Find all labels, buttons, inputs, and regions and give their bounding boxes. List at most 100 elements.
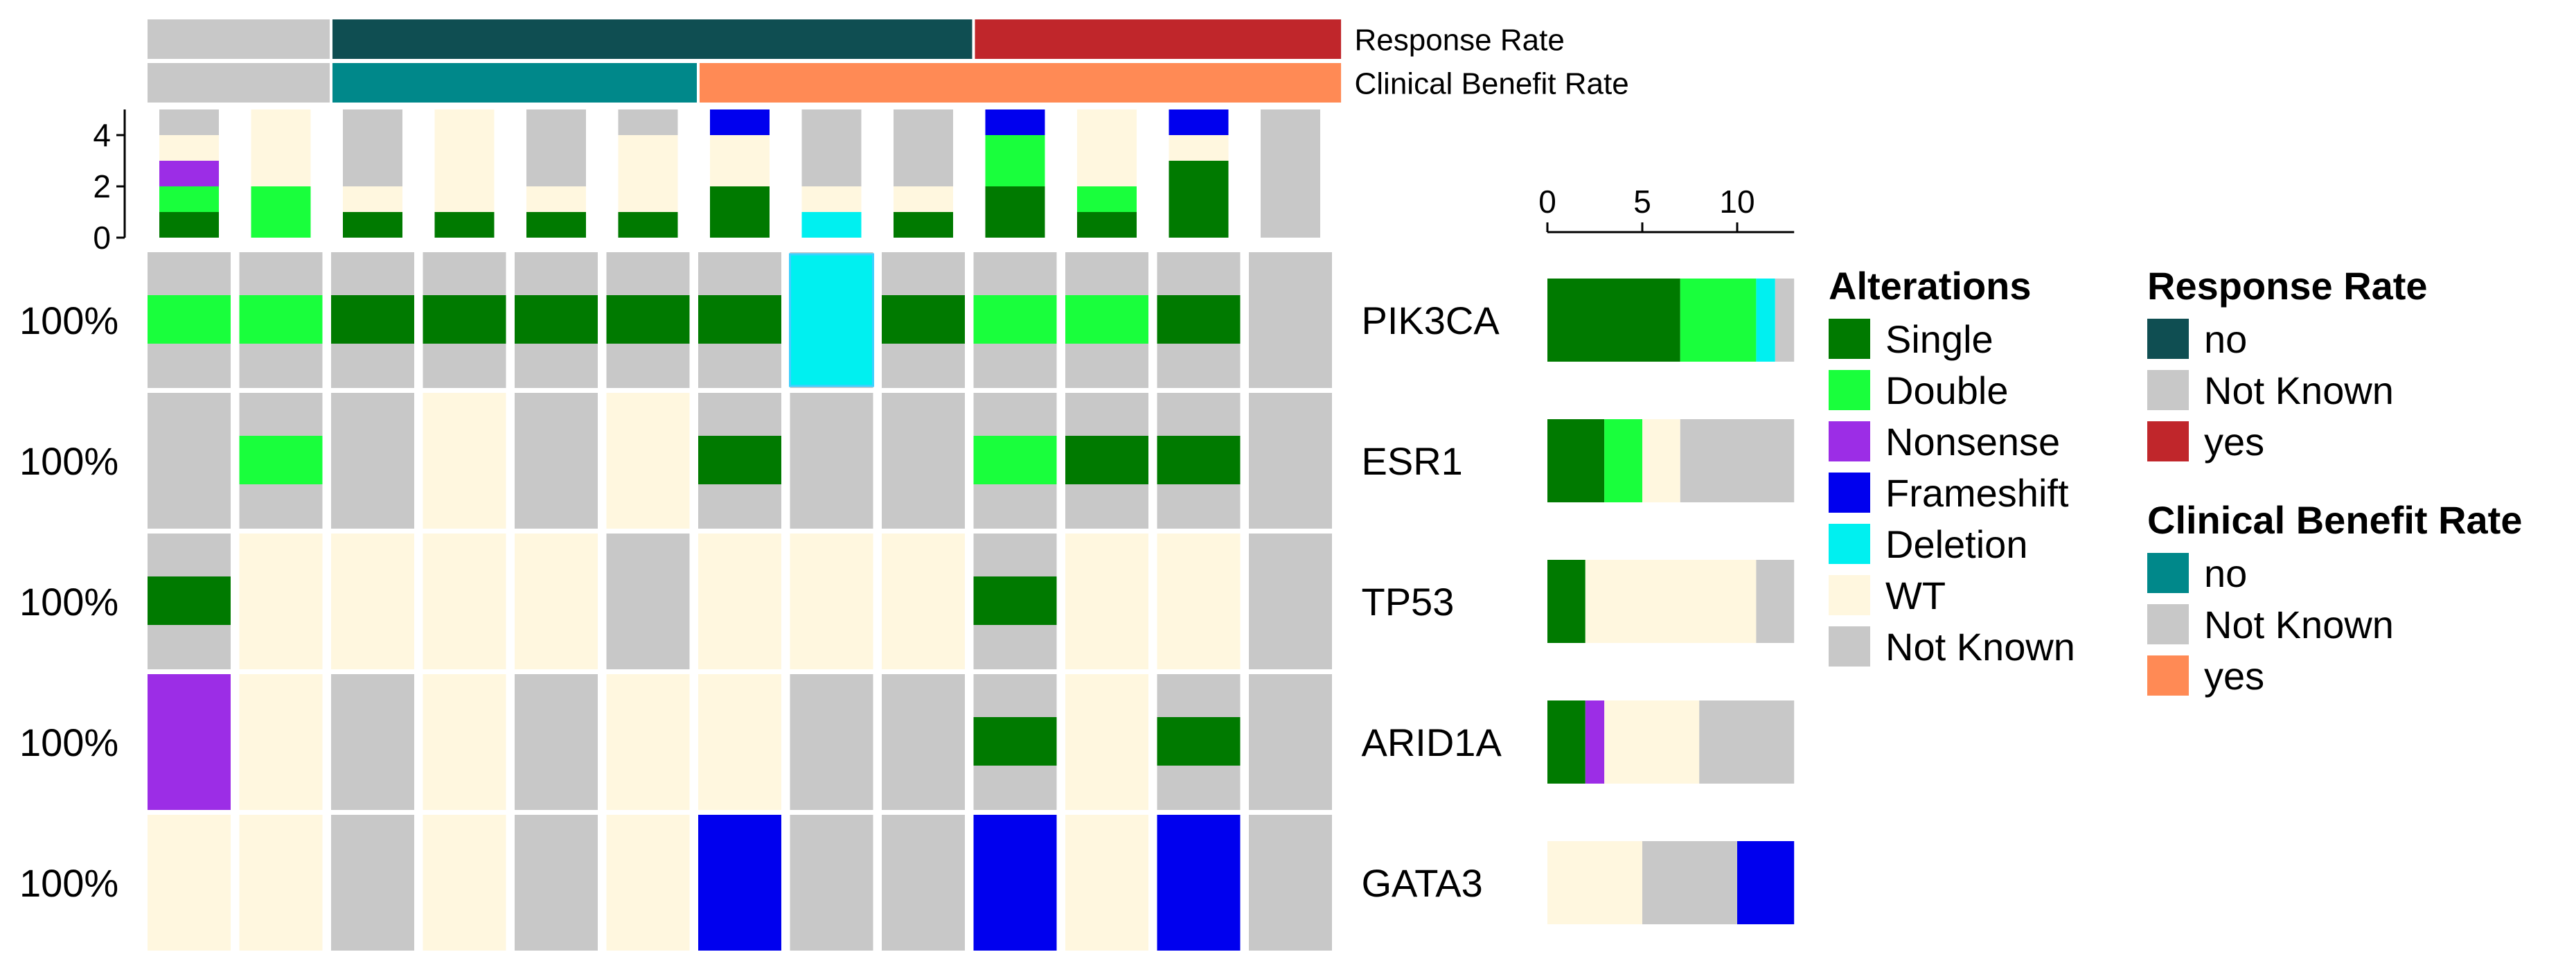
legend-swatch-no <box>2147 319 2189 359</box>
top-bar-tick-label: 2 <box>93 168 111 204</box>
legend-label-not-known: Not Known <box>2204 369 2394 412</box>
matrix-cell-frameshift <box>973 815 1057 951</box>
annotation-cell-response-rate-6 <box>606 19 699 59</box>
annotation-cell-clinical-benefit-rate-6 <box>606 63 699 103</box>
matrix-cell-wt <box>790 534 873 669</box>
annotation-cell-response-rate-9 <box>882 19 975 59</box>
annotation-cell-response-rate-4 <box>423 19 515 59</box>
row-percentage-pik3ca: 100% <box>19 299 118 342</box>
row-percentage-esr1: 100% <box>19 439 118 483</box>
top-bar-segment-double <box>1077 186 1137 212</box>
top-bar-segment-wt <box>343 186 402 212</box>
gene-label-gata3: GATA3 <box>1362 861 1483 905</box>
row-percentage-arid1a: 100% <box>19 721 118 764</box>
legend-swatch-deletion <box>1829 524 1870 564</box>
top-bar-segment-wt <box>159 135 219 161</box>
top-bar-segment-single <box>710 186 770 238</box>
matrix-cell-single <box>423 295 506 344</box>
matrix-cell-background <box>882 674 965 810</box>
top-bar-segment-wt <box>434 109 495 212</box>
matrix-cell-wt <box>239 815 323 951</box>
matrix-cell-wt <box>1157 534 1241 669</box>
matrix-cell-wt <box>606 674 690 810</box>
right-bar-segment-wt <box>1547 841 1642 924</box>
right-bar-segment-deletion <box>1756 279 1775 362</box>
top-bar-segment-single <box>159 212 219 238</box>
annotation-separator <box>330 63 332 103</box>
matrix-cell-background <box>331 815 414 951</box>
matrix-cell-single <box>1157 436 1241 484</box>
alteration-matrix: 100% PIK3CA 100% ESR1 100% TP53 100% ARID1A 100%… <box>19 252 1502 951</box>
matrix-cell-frameshift <box>1157 815 1241 951</box>
matrix-cell-background <box>882 815 965 951</box>
legend-swatch-yes <box>2147 655 2189 696</box>
right-bar-segment-single <box>1547 279 1680 362</box>
top-bar-segment-frameshift <box>985 109 1045 135</box>
matrix-cell-background <box>790 674 873 810</box>
matrix-cell-background <box>790 815 873 951</box>
legend-swatch-not-known <box>2147 604 2189 644</box>
matrix-cell-background <box>515 393 598 529</box>
right-bar-tick-label: 5 <box>1633 184 1651 220</box>
annotation-cell-response-rate-3 <box>331 19 424 59</box>
matrix-cell-background <box>515 674 598 810</box>
gene-label-tp53: TP53 <box>1362 580 1455 624</box>
matrix-cell-double <box>1065 295 1148 344</box>
legend-label-double: Double <box>1885 369 2008 412</box>
matrix-cell-double <box>973 295 1057 344</box>
matrix-cell-wt <box>698 674 781 810</box>
annotation-cell-clinical-benefit-rate-10 <box>973 63 1066 103</box>
matrix-cell-background <box>1249 815 1332 951</box>
legend-swatch-no <box>2147 553 2189 593</box>
annotation-cell-clinical-benefit-rate-13 <box>1249 63 1342 103</box>
legend-label-not-known: Not Known <box>1885 625 2075 669</box>
right-bar-segment-single <box>1547 700 1585 784</box>
matrix-cell-wt <box>698 534 781 669</box>
top-bar-segment-single <box>1077 212 1137 238</box>
annotation-cell-clinical-benefit-rate-5 <box>515 63 607 103</box>
annotation-tracks: Response Rate Clinical Benefit Rate <box>148 19 1629 103</box>
annotation-cell-response-rate-13 <box>1249 19 1342 59</box>
legend-label-no: no <box>2204 552 2247 595</box>
right-bar-segment-not-known <box>1775 279 1795 362</box>
top-bar-segment-deletion <box>801 212 862 238</box>
matrix-cell-wt <box>423 674 506 810</box>
right-bar-segment-single <box>1547 419 1605 502</box>
matrix-cell-wt <box>515 534 598 669</box>
annotation-cell-clinical-benefit-rate-3 <box>331 63 424 103</box>
top-bar-segment-single <box>985 186 1045 238</box>
matrix-cell-double <box>239 295 323 344</box>
right-bar-segment-wt <box>1585 560 1757 643</box>
annotation-separator <box>697 63 700 103</box>
top-bar-segment-not-known <box>343 109 402 186</box>
legend-swatch-not-known <box>2147 370 2189 410</box>
matrix-cell-wt <box>606 393 690 529</box>
legends: Alterations Single Double Nonsense Frameshif… <box>1829 264 2522 698</box>
right-bar-segment-not-known <box>1756 560 1795 643</box>
top-bar-tick-label: 4 <box>93 117 111 153</box>
top-bar-segment-double <box>985 135 1045 186</box>
matrix-cell-wt <box>606 815 690 951</box>
top-bar-segment-frameshift <box>1169 109 1229 135</box>
right-bar-tick-label: 0 <box>1538 184 1556 220</box>
top-bar-segment-not-known <box>526 109 586 186</box>
gene-label-esr1: ESR1 <box>1362 439 1463 483</box>
matrix-cell-background <box>606 534 690 669</box>
top-bar-segment-wt <box>710 135 770 186</box>
top-bar-tick-label: 0 <box>93 220 111 256</box>
legend-label-wt: WT <box>1885 574 1946 617</box>
matrix-cell-background <box>1249 534 1332 669</box>
annotation-cell-clinical-benefit-rate-11 <box>1065 63 1158 103</box>
gene-label-arid1a: ARID1A <box>1362 721 1502 764</box>
legend-title-alterations: Alterations <box>1829 264 2032 308</box>
legend-swatch-nonsense <box>1829 421 1870 461</box>
top-barplot: 0 2 4 <box>93 109 1320 256</box>
matrix-cell-background <box>331 674 414 810</box>
matrix-cell-wt <box>423 534 506 669</box>
annotation-cell-clinical-benefit-rate-4 <box>423 63 515 103</box>
annotation-cell-clinical-benefit-rate-8 <box>790 63 882 103</box>
top-bar-segment-not-known <box>1261 109 1320 238</box>
annotation-cell-response-rate-2 <box>239 19 332 59</box>
matrix-cell-background <box>148 393 231 529</box>
